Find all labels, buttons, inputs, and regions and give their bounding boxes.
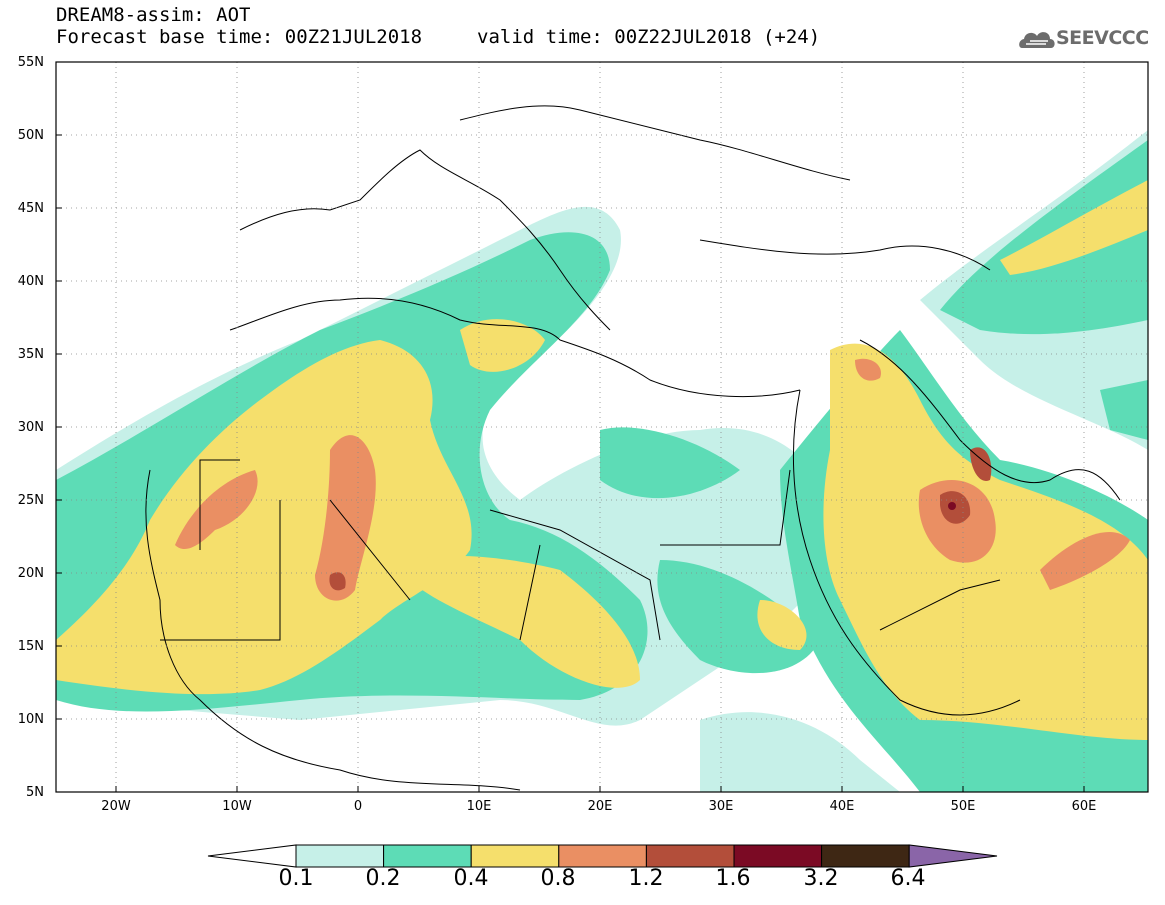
colorbar-label: 6.4 (890, 866, 926, 891)
lon-label: 20W (101, 799, 131, 814)
colorbar-label: 0.1 (278, 866, 314, 891)
forecast-base-time: Forecast base time: 00Z21JUL2018 (56, 26, 423, 48)
lat-label: 50N (17, 128, 44, 143)
cloud-logo-icon (1019, 32, 1055, 48)
lat-label: 40N (17, 274, 44, 289)
lat-label: 45N (17, 201, 44, 216)
aot-band-1.6 (948, 502, 956, 510)
lat-label: 35N (17, 347, 44, 362)
lat-label: 25N (17, 493, 44, 508)
lat-label: 20N (17, 566, 44, 581)
logo-text: SEEVCCC (1056, 27, 1149, 49)
lon-label: 0 (353, 799, 363, 814)
valid-time: valid time: 00Z22JUL2018 (+24) (477, 26, 821, 48)
lat-label: 15N (17, 639, 44, 654)
lon-label: 60E (1071, 799, 1097, 814)
lat-label: 30N (17, 420, 44, 435)
colorbar-label: 3.2 (803, 866, 839, 891)
lon-label: 50E (950, 799, 976, 814)
colorbar-label: 1.6 (715, 866, 751, 891)
colorbar-label: 0.4 (453, 866, 489, 891)
lon-label: 30E (708, 799, 734, 814)
lon-label: 40E (829, 799, 855, 814)
colorbar-label: 0.2 (365, 866, 401, 891)
colorbar-label: 0.8 (540, 866, 576, 891)
colorbar-label: 1.2 (628, 866, 664, 891)
lat-label: 5N (26, 785, 44, 800)
map-title: DREAM8-assim: AOT (56, 4, 251, 26)
lon-label: 10E (466, 799, 492, 814)
lon-label: 20E (587, 799, 613, 814)
gridlines (56, 62, 1148, 792)
lat-label: 55N (17, 55, 44, 70)
coastlines (145, 105, 1121, 791)
lon-label: 10W (222, 799, 252, 814)
lat-label: 10N (17, 712, 44, 727)
